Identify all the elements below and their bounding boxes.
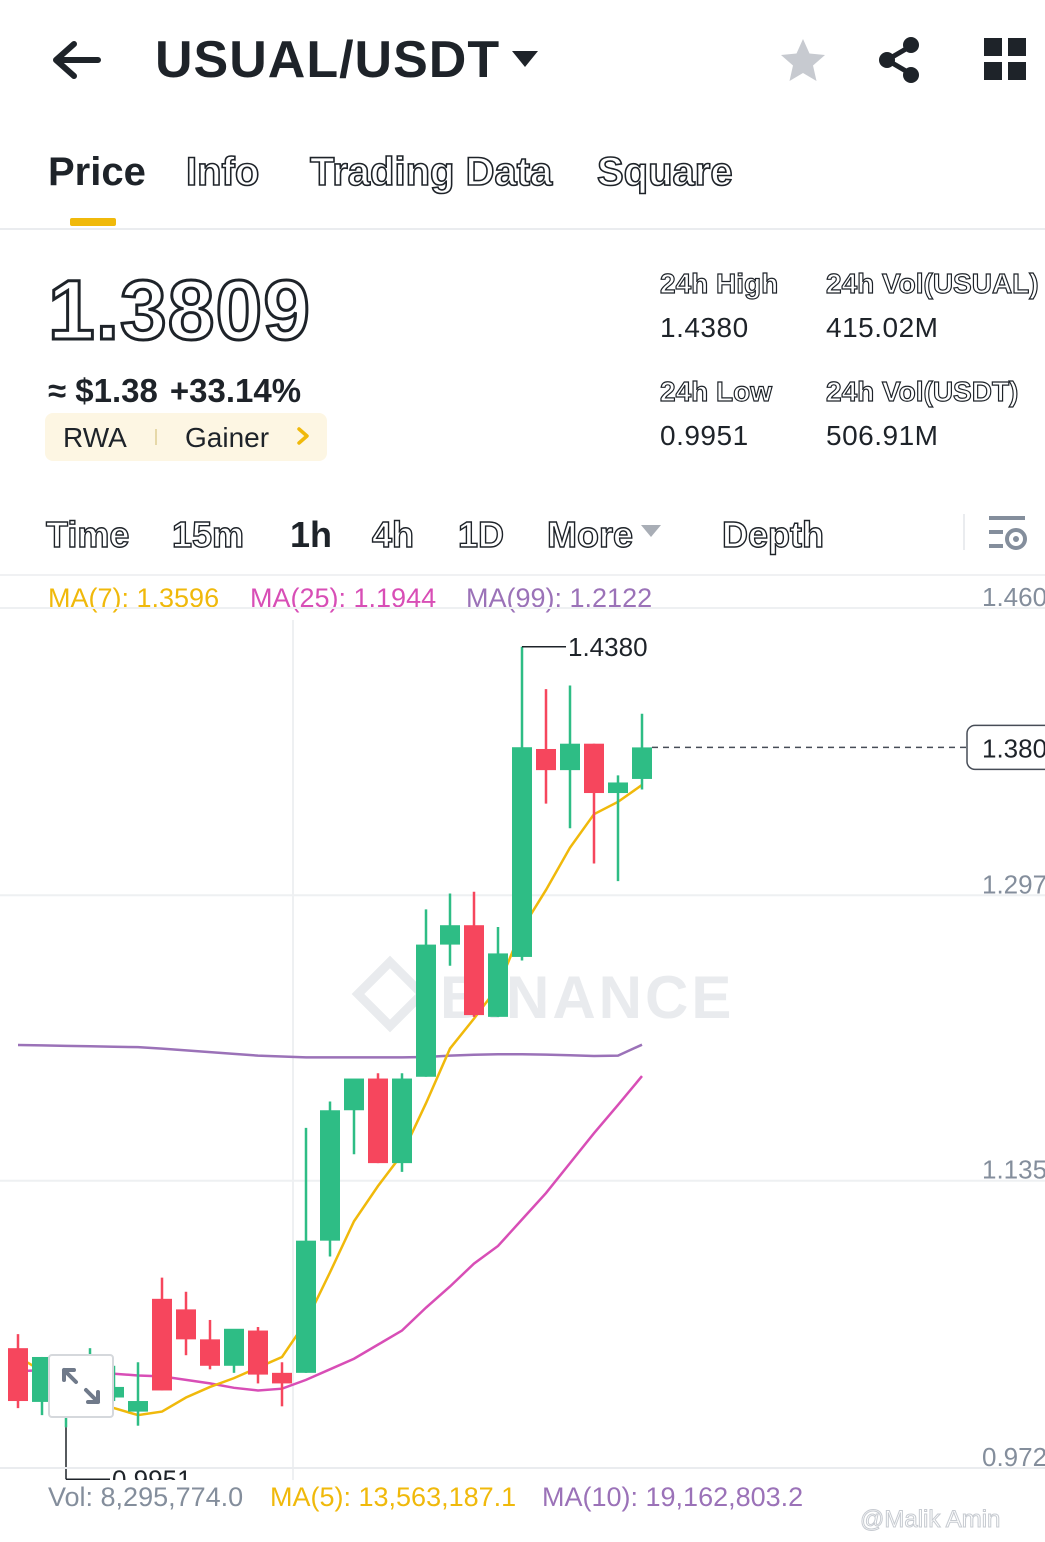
interval-depth[interactable]: Depth (721, 513, 824, 555)
low-24h-value: 0.9951 (660, 420, 749, 451)
vol-base-value: 415.02M (826, 312, 939, 343)
star-icon[interactable] (778, 36, 828, 86)
candle-body (8, 1348, 28, 1402)
ma99-line (17, 1043, 643, 1059)
candle-body (392, 1078, 412, 1164)
high-24h-value: 1.4380 (660, 312, 749, 343)
tag-gainer[interactable]: Gainer (185, 422, 270, 453)
candle-body (248, 1330, 268, 1375)
last-price: 1.3809 (47, 262, 312, 359)
fullscreen-button[interactable] (48, 1354, 114, 1418)
pair-title[interactable]: USUAL/USDT (155, 31, 501, 89)
high-marker-label: 1.4380 (568, 632, 648, 662)
candle-body (152, 1298, 172, 1391)
y-tick-label: 1.135 (982, 1155, 1045, 1185)
candle-body (416, 944, 436, 1077)
price-change-percent: +33.14% (169, 372, 302, 409)
current-price-box (966, 724, 1045, 771)
expand-icon (62, 1368, 100, 1404)
interval-bar: Time 15m 1h 4h 1D More Depth (0, 500, 1045, 576)
interval-divider (963, 514, 965, 550)
candle-body (440, 925, 460, 945)
vol-quote-value: 506.91M (826, 420, 939, 451)
section-tabs: Price Info Trading Data Square (0, 140, 1045, 230)
interval-more[interactable]: More (546, 513, 634, 555)
candlestick-chart[interactable]: 1.4601.2971.1350.972BINANCE1.3801.43800.… (0, 580, 1045, 1480)
chart-settings-icon[interactable] (985, 512, 1029, 552)
tag-pill[interactable]: RWA Gainer (45, 413, 327, 461)
candle-body (200, 1339, 220, 1366)
interval-1d[interactable]: 1D (457, 513, 505, 555)
vol-quote-label: 24h Vol(USDT) (825, 375, 1019, 407)
share-icon[interactable] (873, 34, 925, 86)
candle-body (32, 1356, 52, 1402)
candle-body (320, 1110, 340, 1241)
candle-body (104, 1386, 124, 1398)
candle-body (560, 743, 580, 771)
tab-price[interactable]: Price (48, 150, 146, 194)
caret-down-icon[interactable] (640, 524, 662, 538)
grid-icon[interactable] (983, 37, 1027, 81)
ma25-line (17, 1075, 643, 1392)
fiat-price: ≈ $1.38 (48, 372, 158, 409)
interval-time[interactable]: Time (45, 513, 130, 555)
tag-divider (155, 429, 157, 445)
high-24h-label: 24h High (659, 267, 779, 299)
candle-body (608, 782, 628, 794)
interval-4h[interactable]: 4h (371, 513, 415, 555)
candle-body (296, 1240, 316, 1373)
author-watermark: @Malik Amin (859, 1506, 1001, 1534)
active-tab-indicator (70, 218, 116, 226)
fiat-price-line: ≈ $1.38 +33.14% (48, 372, 301, 410)
interval-15m[interactable]: 15m (171, 513, 245, 555)
binance-watermark: BINANCE (440, 964, 734, 1031)
volume-ma10: MA(10): 19,162,803.2 (542, 1482, 804, 1512)
volume-ma5: MA(5): 13,563,187.1 (270, 1482, 517, 1512)
binance-logo-icon (351, 955, 429, 1033)
current-price-label: 1.380 (982, 733, 1045, 763)
y-tick-label: 1.297 (982, 869, 1045, 899)
back-arrow-icon[interactable] (50, 38, 102, 82)
tab-square[interactable]: Square (596, 149, 733, 195)
candle-body (488, 953, 508, 1017)
candle-body (176, 1309, 196, 1340)
candle-body (512, 747, 532, 957)
tab-trading-data[interactable]: Trading Data (309, 149, 553, 195)
candle-body (224, 1328, 244, 1366)
candle-body (464, 925, 484, 1016)
tab-info[interactable]: Info (185, 149, 260, 195)
candle-body (536, 748, 556, 771)
low-24h-label: 24h Low (659, 375, 773, 407)
vol-base-label: 24h Vol(USUAL) (825, 267, 1039, 299)
ma7-line (17, 783, 643, 1417)
interval-1h[interactable]: 1h (290, 514, 333, 555)
candle-body (272, 1372, 292, 1384)
candle-body (584, 743, 604, 794)
candle-body (128, 1401, 148, 1412)
caret-down-icon[interactable] (510, 48, 540, 70)
volume-value: Vol: 8,295,774.0 (48, 1482, 244, 1512)
candle-body (368, 1078, 388, 1164)
tag-rwa[interactable]: RWA (63, 422, 127, 453)
candle-body (632, 747, 652, 779)
top-bar: USUAL/USDT (0, 0, 1045, 125)
chevron-right-icon[interactable] (295, 425, 311, 447)
volume-legend: Vol: 8,295,774.0 MA(5): 13,563,187.1 MA(… (0, 1478, 1045, 1518)
candle-body (344, 1078, 364, 1111)
y-tick-label: 1.460 (982, 582, 1045, 612)
